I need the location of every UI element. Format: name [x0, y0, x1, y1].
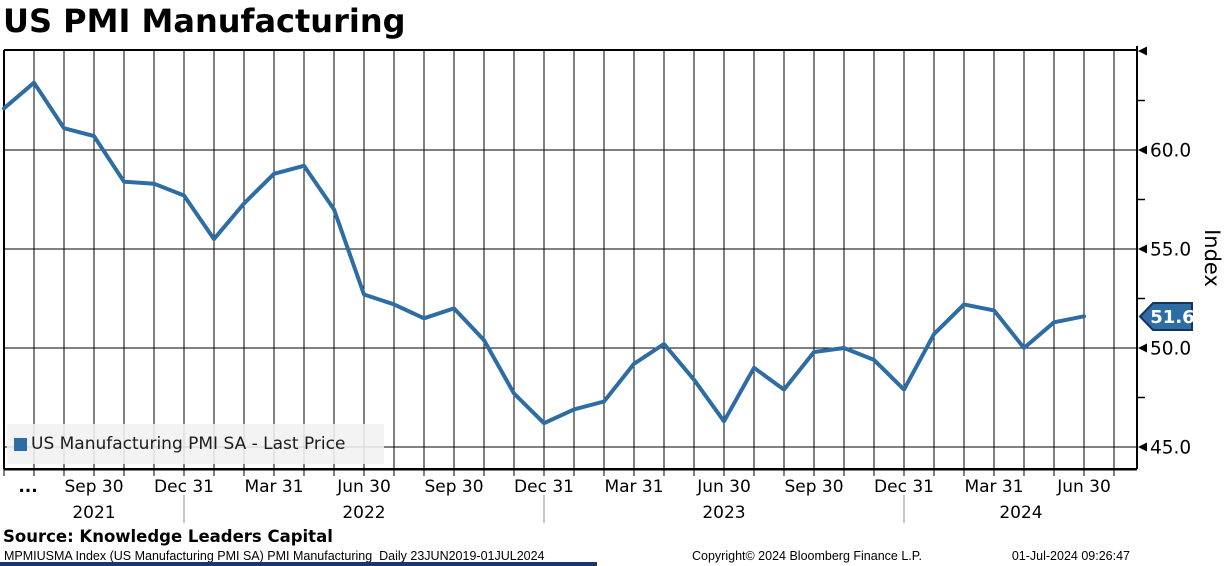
x-tick-label: Sep 30: [424, 477, 483, 497]
year-label: 2021: [72, 503, 115, 523]
source-line: Source: Knowledge Leaders Capital: [3, 527, 333, 546]
y-tick-arrow: [1138, 145, 1147, 155]
x-tick-label: Jun 30: [1056, 477, 1111, 497]
pmi-line-series: [2, 80, 1086, 426]
x-tick-label: Jun 30: [696, 477, 751, 497]
x-tick-label: Mar 31: [964, 477, 1023, 497]
year-label: 2022: [342, 503, 385, 523]
y-tick-arrow: [1138, 244, 1147, 254]
y-tick-arrow: [1138, 343, 1147, 353]
x-tick-label: Sep 30: [64, 477, 123, 497]
last-price-badge: 51.6: [1138, 302, 1195, 331]
grid-layer: [3, 50, 1137, 469]
legend-marker-icon: [14, 437, 27, 451]
footer-copyright: Copyright© 2024 Bloomberg Finance L.P.: [692, 549, 922, 563]
bottom-selection-bar: [0, 562, 597, 566]
last-price-value: 51.6: [1150, 307, 1194, 328]
y-tick-arrow: [1138, 442, 1147, 452]
x-axis-truncation-label: ...: [18, 477, 37, 497]
chart-title: US PMI Manufacturing: [3, 2, 406, 40]
x-tick-label: Dec 31: [874, 477, 934, 497]
y-tick-label: 45.0: [1150, 438, 1191, 459]
footer-ticker-info: MPMIUSMA Index (US Manufacturing PMI SA)…: [4, 549, 545, 563]
x-tick-label: Mar 31: [604, 477, 663, 497]
x-tick-label: Jun 30: [336, 477, 391, 497]
legend-label: US Manufacturing PMI SA - Last Price: [31, 434, 346, 454]
y-tick-label: 50.0: [1150, 339, 1191, 360]
x-tick-label: Dec 31: [514, 477, 574, 497]
y-axis-title: Index: [1200, 229, 1224, 287]
x-tick-label: Sep 30: [784, 477, 843, 497]
last-price-badge-shape: [1138, 302, 1193, 331]
chart-generated-layer: 60.0 55.0 50.0 45.0... Sep 30 Dec 31 Mar 31 Jun…: [2, 46, 1191, 523]
year-label: 2023: [702, 503, 745, 523]
year-label: 2024: [999, 503, 1042, 523]
y-tick-arrow: [1138, 46, 1147, 56]
footer-timestamp: 01-Jul-2024 09:26:47: [1011, 549, 1130, 563]
y-tick-label: 55.0: [1150, 240, 1191, 261]
x-tick-label: Mar 31: [244, 477, 303, 497]
y-tick-label: 60.0: [1150, 141, 1191, 162]
legend: US Manufacturing PMI SA - Last Price: [7, 424, 384, 464]
x-tick-label: Dec 31: [154, 477, 214, 497]
